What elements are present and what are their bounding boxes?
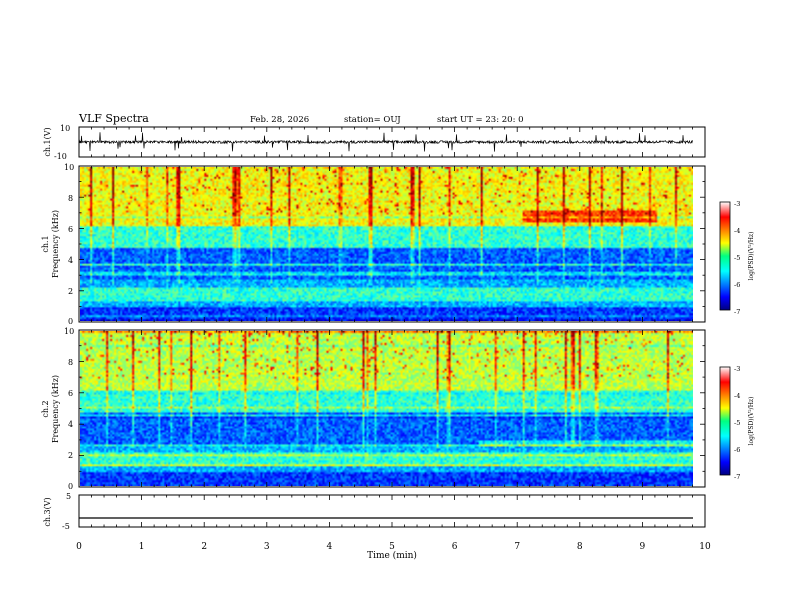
xtick-10: 10 xyxy=(699,542,711,552)
ch3-ytick-top: 5 xyxy=(66,492,71,501)
ch1-ytick-4: 4 xyxy=(68,256,73,265)
ch1-cbar-tick-m4: -4 xyxy=(734,227,740,235)
ch1-frequency-label: Frequency (kHz) xyxy=(51,210,60,278)
ch2-ytick-10: 10 xyxy=(64,327,74,336)
xtick-0: 0 xyxy=(76,542,82,552)
ch2-ytick-8: 8 xyxy=(68,358,73,367)
date-label: Feb. 28, 2026 xyxy=(250,115,309,125)
ch2-cbar-tick-m3: -3 xyxy=(734,365,740,373)
xtick-2: 2 xyxy=(201,542,207,552)
ch1-ytick-0: 0 xyxy=(68,317,73,326)
ch1-cbar-tick-m6: -6 xyxy=(734,281,740,289)
start-time-label: start UT = 23: 20: 0 xyxy=(437,115,524,125)
ch2-ytick-2: 2 xyxy=(68,451,73,460)
ch3-ytick-bottom: -5 xyxy=(62,522,70,531)
panel-ch1-waveform: 10 -10 ch.1(V) xyxy=(43,124,706,161)
ch2-ytick-6: 6 xyxy=(68,389,73,398)
ch1-spectrogram-image xyxy=(80,167,693,321)
time-tick-marks xyxy=(78,127,706,527)
panel-ch1-spectrogram: 0 2 4 6 8 10 ch.1 Frequency (kHz) -3 -4 … xyxy=(41,163,755,326)
x-axis-label: Time (min) xyxy=(367,550,417,561)
ch2-cbar-tick-m7: -7 xyxy=(734,473,740,481)
panel-ch3: 5 -5 ch.3(V) xyxy=(43,492,706,531)
xtick-7: 7 xyxy=(514,542,520,552)
ch1-cbar-tick-m5: -5 xyxy=(734,254,740,262)
xtick-9: 9 xyxy=(640,542,646,552)
ch1-ytick-bottom: -10 xyxy=(54,152,67,161)
ch1-freq-ticks: 0 2 4 6 8 10 xyxy=(64,163,74,326)
ch2-frequency-label: Frequency (kHz) xyxy=(51,375,60,443)
ch1-ytick-2: 2 xyxy=(68,287,73,296)
ch2-colorbar: -3 -4 -5 -6 -7 log(PSD)(V²/Hz) xyxy=(719,365,755,481)
ch1-waveform-trace xyxy=(79,132,693,152)
ch1-cbar-tick-m7: -7 xyxy=(734,308,740,316)
ch1-colorbar-label: log(PSD)(V²/Hz) xyxy=(748,232,755,281)
figure-title: VLF Spectra xyxy=(78,112,149,125)
ch2-cbar-tick-m6: -6 xyxy=(734,446,740,454)
ch1-ytick-top: 10 xyxy=(60,124,70,133)
ch3-frame xyxy=(78,494,706,528)
ch1-colorbar-gradient xyxy=(719,201,731,311)
ch2-ytick-4: 4 xyxy=(68,420,73,429)
ch1-ytick-10: 10 xyxy=(64,163,74,172)
ch2-cbar-tick-m5: -5 xyxy=(734,419,740,427)
xtick-3: 3 xyxy=(264,542,270,552)
ch3-ylabel: ch.3(V) xyxy=(43,497,52,526)
ch2-ytick-0: 0 xyxy=(68,482,73,491)
xtick-8: 8 xyxy=(577,542,583,552)
ch2-colorbar-gradient xyxy=(719,366,731,476)
ch2-channel-label: ch.2 xyxy=(41,400,50,417)
ch2-colorbar-label: log(PSD)(V²/Hz) xyxy=(748,397,755,446)
panel-ch2-spectrogram: 0 2 4 6 8 10 ch.2 Frequency (kHz) -3 -4 … xyxy=(41,327,755,491)
ch2-spectrogram-image xyxy=(80,331,693,486)
ch1-channel-label: ch.1 xyxy=(41,235,50,252)
xtick-1: 1 xyxy=(139,542,145,552)
ch1-ytick-8: 8 xyxy=(68,194,73,203)
ch1-cbar-tick-m3: -3 xyxy=(734,200,740,208)
ch2-cbar-tick-m4: -4 xyxy=(734,392,740,400)
ch2-freq-ticks: 0 2 4 6 8 10 xyxy=(64,327,74,491)
ch1-colorbar: -3 -4 -5 -6 -7 log(PSD)(V²/Hz) xyxy=(719,200,755,316)
station-label: station= OUJ xyxy=(344,115,401,125)
xtick-4: 4 xyxy=(327,542,333,552)
xtick-5: 5 xyxy=(389,542,395,552)
ch1-ytick-6: 6 xyxy=(68,225,73,234)
xtick-6: 6 xyxy=(452,542,458,552)
ch1-waveform-ylabel: ch.1(V) xyxy=(43,127,52,156)
x-axis: 0 1 2 3 4 5 6 7 8 9 10 Time (min) xyxy=(76,542,711,561)
